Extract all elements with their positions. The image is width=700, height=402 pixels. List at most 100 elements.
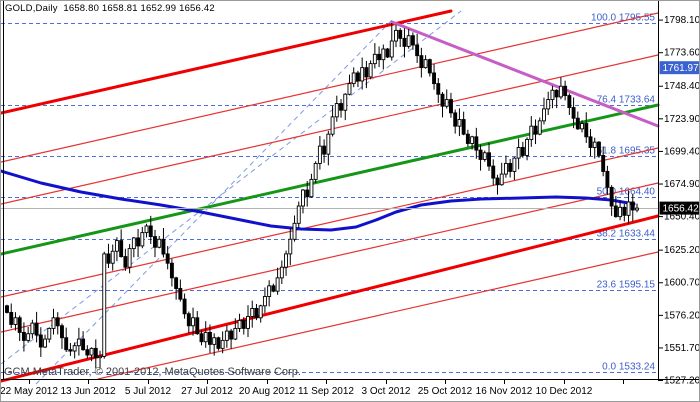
candle-body [313, 162, 318, 180]
candle-body [208, 331, 212, 345]
candle-body [525, 139, 530, 156]
y-axis-label: 1600.70 [664, 278, 700, 289]
candle-body [546, 99, 551, 110]
candle-body [106, 253, 111, 264]
candle-body [512, 157, 517, 172]
candle-body [322, 145, 327, 155]
candle-body [229, 330, 234, 340]
candle-body [635, 207, 639, 211]
candle-body [114, 240, 119, 252]
candle-body [216, 337, 221, 349]
candle-body [580, 123, 584, 130]
candle-body [339, 103, 343, 111]
candle-body [440, 93, 445, 107]
candle-body [355, 72, 360, 82]
candle-body [72, 345, 77, 352]
candle-body [533, 125, 538, 135]
candle-body [453, 112, 458, 127]
candle-body [372, 53, 377, 65]
candle-body [186, 313, 191, 327]
fib-label-61.8: 61.8 1695.35 [597, 146, 656, 157]
x-axis-label: 25 Oct 2012 [418, 386, 473, 397]
candle-body [292, 222, 297, 240]
candle-body [516, 147, 521, 159]
y-axis-label: 1625.20 [664, 245, 700, 256]
channel-line-3 [1, 147, 659, 298]
candle-body [470, 136, 475, 144]
candle-body [398, 29, 403, 39]
candle-body [174, 277, 179, 289]
candle-body [495, 177, 500, 186]
candle-body [482, 152, 487, 160]
x-axis-label: 22 May 2012 [1, 386, 58, 397]
channel-upper-bold [1, 9, 453, 115]
candle-body [89, 347, 94, 356]
candle-body [609, 186, 614, 207]
candle-body [250, 308, 255, 317]
candle-body [499, 173, 504, 186]
candle-body [377, 53, 382, 61]
price-badge-label: 1761.97 [663, 63, 700, 74]
candle-body [51, 317, 56, 329]
fib-label-0.0: 0.0 1533.24 [602, 362, 655, 373]
y-axis-label: 1773.60 [664, 48, 700, 59]
candle-body [520, 147, 525, 156]
channel-line-5 [97, 251, 659, 380]
candle-body [246, 315, 250, 329]
channel-line-2 [1, 54, 659, 205]
candle-body [592, 141, 597, 148]
candle-body [254, 308, 259, 319]
candle-body [81, 338, 86, 351]
candle-body [110, 250, 115, 264]
candle-body [478, 149, 483, 160]
candle-body [596, 141, 601, 156]
candle-body [301, 189, 305, 207]
candle-body [144, 225, 149, 234]
candle-body [347, 83, 352, 95]
candle-body [415, 44, 420, 57]
candle-body [584, 123, 589, 138]
candle-body [613, 205, 618, 218]
x-axis-label: 13 Jun 2012 [60, 386, 115, 397]
candle-body [195, 317, 200, 335]
candle-body [233, 327, 238, 340]
channel-line-4 [1, 182, 659, 333]
candle-body [343, 93, 348, 111]
candle-body [157, 238, 162, 248]
candle-body [542, 108, 546, 122]
candle-body [351, 72, 356, 85]
x-axis-label: 27 Jul 2012 [181, 386, 233, 397]
candle-body [474, 136, 479, 151]
x-axis-label: 5 Jul 2012 [125, 386, 172, 397]
y-axis-label: 1551.70 [664, 343, 700, 354]
y-axis-label: 1674.90 [664, 179, 700, 190]
candle-body [419, 55, 424, 69]
candle-body [178, 288, 183, 300]
candle-body [537, 120, 542, 135]
candle-body [465, 133, 470, 144]
candle-body [212, 337, 217, 345]
candle-body [427, 59, 432, 74]
candle-body [296, 205, 301, 224]
candle-body [131, 237, 136, 250]
candle-body [601, 154, 606, 172]
candle-body [161, 238, 166, 255]
candle-body [64, 337, 69, 351]
candle-body [237, 319, 242, 329]
candle-body [575, 117, 580, 130]
candle-body [330, 116, 335, 135]
candle-body [529, 125, 534, 140]
y-axis-label: 1699.40 [664, 146, 700, 157]
candle-body [123, 256, 128, 268]
candle-body [394, 29, 398, 42]
candle-body [140, 232, 145, 247]
candle-body [334, 103, 339, 118]
channel-line-1 [1, 12, 659, 163]
y-axis-label: 1798.10 [664, 15, 700, 26]
candle-body [93, 347, 98, 359]
fib-label-100.0: 100.0 1795.55 [591, 13, 655, 24]
candle-body [622, 206, 627, 216]
